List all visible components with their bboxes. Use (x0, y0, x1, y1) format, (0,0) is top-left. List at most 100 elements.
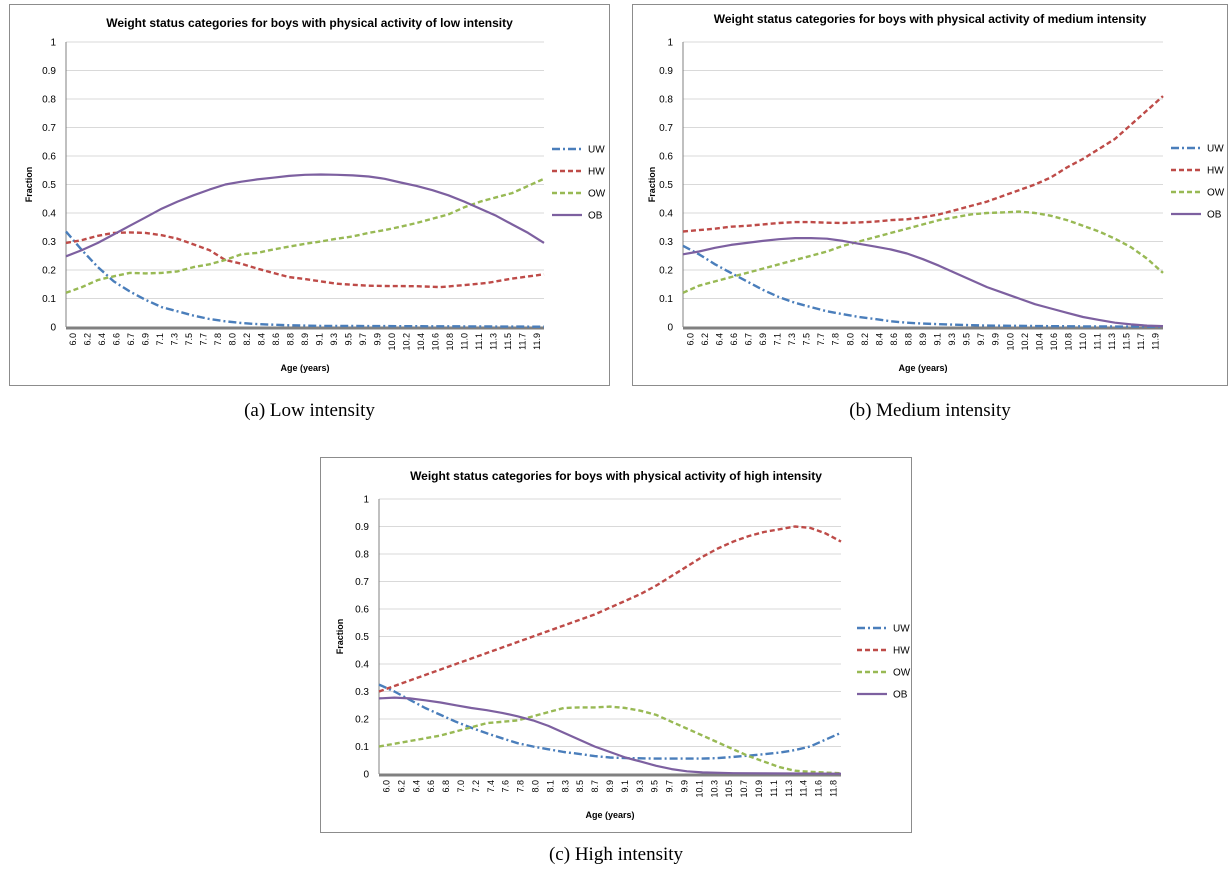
series-line-hw (682, 95, 1164, 233)
x-axis-label: Age (years) (280, 363, 329, 373)
chart-title: Weight status categories for boys with p… (410, 469, 822, 483)
series-line-uw (378, 683, 842, 760)
x-tick-label: 10.4 (416, 333, 426, 351)
series-line-ow (65, 177, 545, 294)
y-tick-label: 0.3 (659, 237, 673, 248)
x-tick-label: 6.4 (97, 333, 107, 346)
x-tick-label: 10.9 (754, 780, 764, 798)
x-tick-label: 8.9 (605, 780, 615, 793)
x-tick-label: 9.9 (680, 780, 690, 793)
series-line-ob (378, 696, 842, 775)
series-line-ob (682, 237, 1164, 328)
x-tick-label: 8.0 (845, 333, 855, 346)
x-tick-label: 11.9 (532, 333, 542, 350)
y-tick-label: 0 (667, 323, 673, 334)
x-tick-label: 10.8 (445, 333, 455, 351)
x-tick-label: 10.2 (401, 333, 411, 351)
x-tick-label: 11.1 (1093, 333, 1103, 350)
x-tick-label: 10.3 (709, 780, 719, 798)
x-tick-label: 9.5 (343, 333, 353, 346)
x-tick-label: 11.0 (1078, 333, 1088, 350)
x-tick-label: 8.9 (300, 333, 310, 346)
x-tick-label: 10.1 (694, 780, 704, 798)
x-tick-label: 11.4 (799, 780, 809, 797)
y-tick-label: 0.6 (355, 605, 369, 616)
legend-label-hw: HW (893, 646, 910, 657)
x-tick-label: 8.5 (575, 780, 585, 793)
legend-label-ow: OW (893, 668, 911, 679)
x-tick-label: 7.4 (486, 780, 496, 793)
chart-title: Weight status categories for boys with p… (714, 12, 1147, 26)
x-tick-label: 11.1 (474, 333, 484, 350)
chart-title: Weight status categories for boys with p… (106, 16, 513, 30)
x-tick-label: 9.9 (372, 333, 382, 346)
x-tick-label: 10.8 (1063, 333, 1073, 351)
x-tick-label: 9.5 (962, 333, 972, 346)
y-tick-label: 0.6 (42, 152, 56, 163)
x-tick-label: 7.5 (802, 333, 812, 346)
x-tick-label: 9.1 (620, 780, 630, 793)
y-tick-label: 0.3 (355, 687, 369, 698)
y-axis-label: Fraction (647, 167, 657, 203)
x-tick-label: 11.7 (517, 333, 527, 350)
x-tick-label: 8.6 (889, 333, 899, 346)
x-tick-label: 9.7 (358, 333, 368, 346)
caption-high: (c) High intensity (548, 844, 684, 865)
x-tick-label: 8.8 (286, 333, 296, 346)
y-tick-label: 0.6 (659, 152, 673, 163)
x-tick-label: 7.2 (471, 780, 481, 793)
x-tick-label: 11.7 (1136, 333, 1146, 350)
y-tick-label: 0 (363, 770, 369, 781)
x-tick-label: 11.3 (784, 780, 794, 797)
y-tick-label: 0.2 (42, 266, 56, 277)
y-tick-label: 0.8 (355, 550, 369, 561)
y-tick-label: 1 (363, 495, 369, 506)
y-tick-label: 0.5 (42, 180, 56, 191)
x-tick-label: 6.2 (83, 333, 93, 346)
x-tick-label: 10.7 (739, 780, 749, 798)
x-tick-label: 6.4 (411, 780, 421, 793)
x-tick-label: 9.3 (635, 780, 645, 793)
x-tick-label: 6.2 (700, 333, 710, 346)
x-tick-label: 8.6 (271, 333, 281, 346)
x-tick-label: 9.7 (665, 780, 675, 793)
x-tick-label: 8.3 (560, 780, 570, 793)
x-tick-label: 8.8 (903, 333, 913, 346)
caption-low: (a) Low intensity (244, 400, 375, 421)
x-tick-label: 7.5 (184, 333, 194, 346)
legend-label-ob: OB (1207, 210, 1222, 221)
chart-medium-svg: Weight status categories for boys with p… (647, 12, 1225, 373)
x-tick-label: 8.2 (860, 333, 870, 346)
series-line-uw (65, 230, 545, 328)
x-tick-label: 9.1 (314, 333, 324, 346)
x-tick-label: 8.0 (530, 780, 540, 793)
y-tick-label: 0.2 (659, 266, 673, 277)
x-tick-label: 7.0 (456, 780, 466, 793)
series-line-ow (378, 705, 842, 775)
x-tick-label: 11.0 (459, 333, 469, 350)
legend-label-ob: OB (893, 690, 908, 701)
x-tick-label: 10.6 (1049, 333, 1059, 351)
y-tick-label: 0.5 (659, 180, 673, 191)
legend-label-ow: OW (588, 189, 606, 200)
x-tick-label: 9.5 (650, 780, 660, 793)
chart-panel-high: Weight status categories for boys with p… (320, 457, 912, 833)
y-tick-label: 0.1 (659, 294, 673, 305)
x-tick-label: 6.0 (685, 333, 695, 346)
x-tick-label: 10.0 (387, 333, 397, 351)
y-axis-label: Fraction (24, 167, 34, 203)
chart-panel-low: Weight status categories for boys with p… (9, 4, 610, 386)
legend-label-ob: OB (588, 211, 603, 222)
y-tick-label: 0.8 (42, 95, 56, 106)
x-tick-label: 7.3 (170, 333, 180, 346)
y-tick-label: 0.3 (42, 237, 56, 248)
series-line-ob (65, 173, 545, 258)
y-tick-label: 0.9 (355, 522, 369, 533)
x-tick-label: 7.1 (773, 333, 783, 346)
legend-label-uw: UW (588, 145, 605, 156)
x-tick-label: 8.2 (242, 333, 252, 346)
series-line-hw (378, 525, 842, 693)
y-tick-label: 0.7 (355, 577, 369, 588)
x-tick-label: 8.1 (545, 780, 555, 793)
series-line-hw (65, 231, 545, 289)
